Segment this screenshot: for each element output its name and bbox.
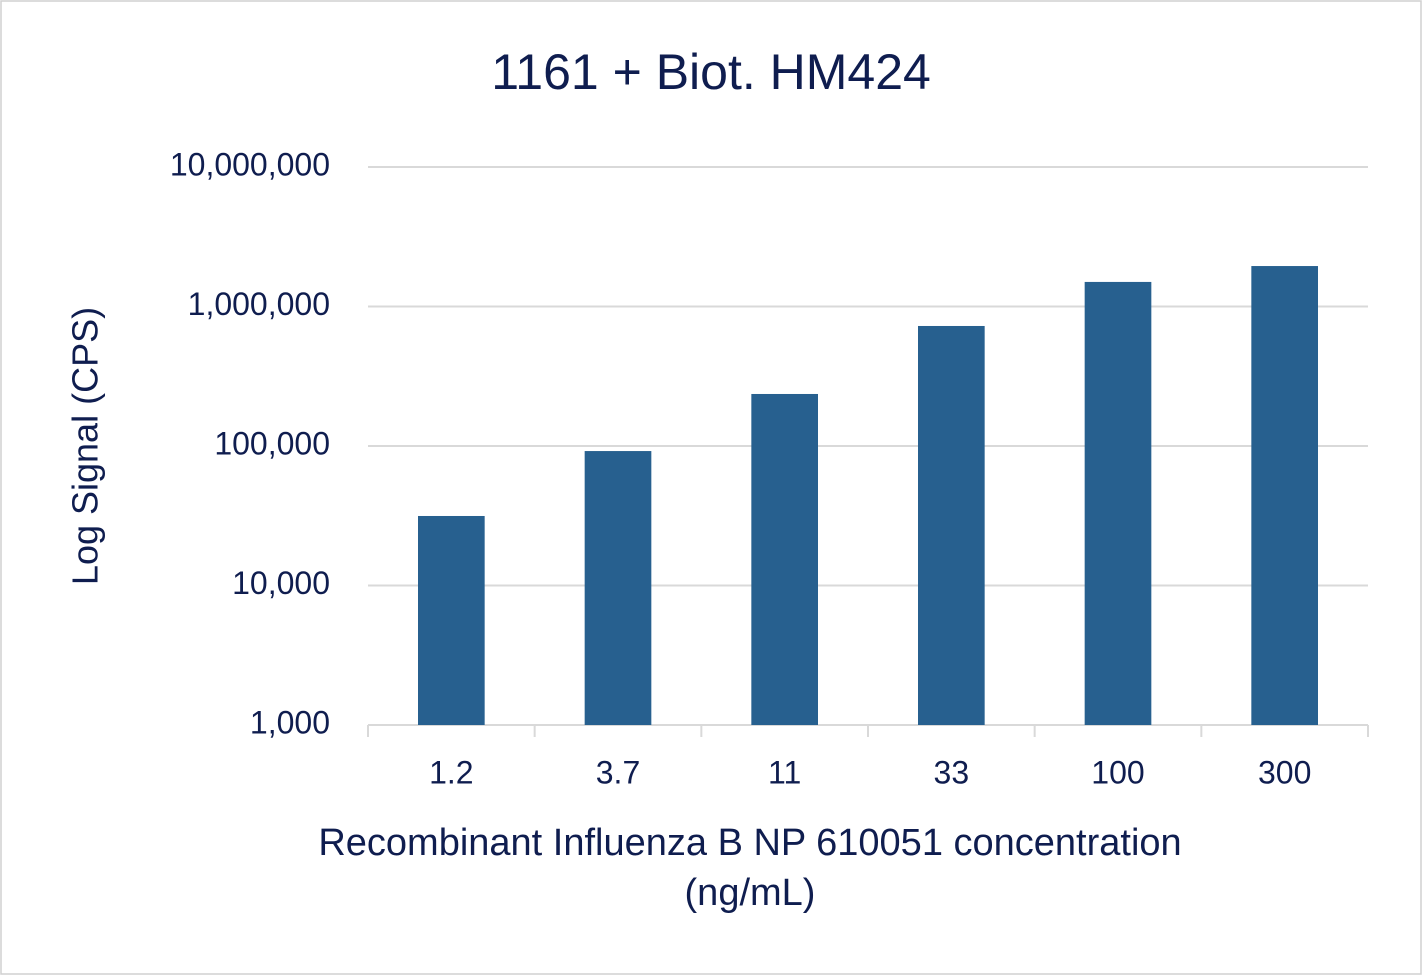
bar — [1084, 281, 1152, 725]
bar — [1251, 266, 1318, 725]
bar — [418, 515, 485, 725]
x-tick-label: 100 — [1091, 754, 1144, 790]
y-tick-label: 10,000 — [232, 565, 330, 601]
x-axis-title: Recombinant Influenza B NP 610051 concen… — [318, 822, 1181, 864]
y-tick-label: 10,000,000 — [170, 146, 330, 182]
y-axis-title: Log Signal (CPS) — [65, 307, 106, 585]
y-tick-label: 100,000 — [214, 425, 330, 461]
bar — [918, 325, 985, 725]
x-tick-label: 1.2 — [429, 754, 473, 790]
bar — [584, 451, 652, 725]
x-tick-label: 11 — [768, 754, 801, 790]
x-tick-label: 300 — [1258, 754, 1311, 790]
y-tick-label: 1,000,000 — [188, 286, 330, 322]
x-tick-label: 33 — [934, 754, 970, 790]
x-tick-label: 3.7 — [596, 754, 640, 790]
y-tick-label: 1,000 — [250, 704, 330, 740]
bar — [751, 393, 818, 725]
chart-title: 1161 + Biot. HM424 — [491, 44, 931, 100]
x-axis-title: (ng/mL) — [685, 872, 816, 914]
